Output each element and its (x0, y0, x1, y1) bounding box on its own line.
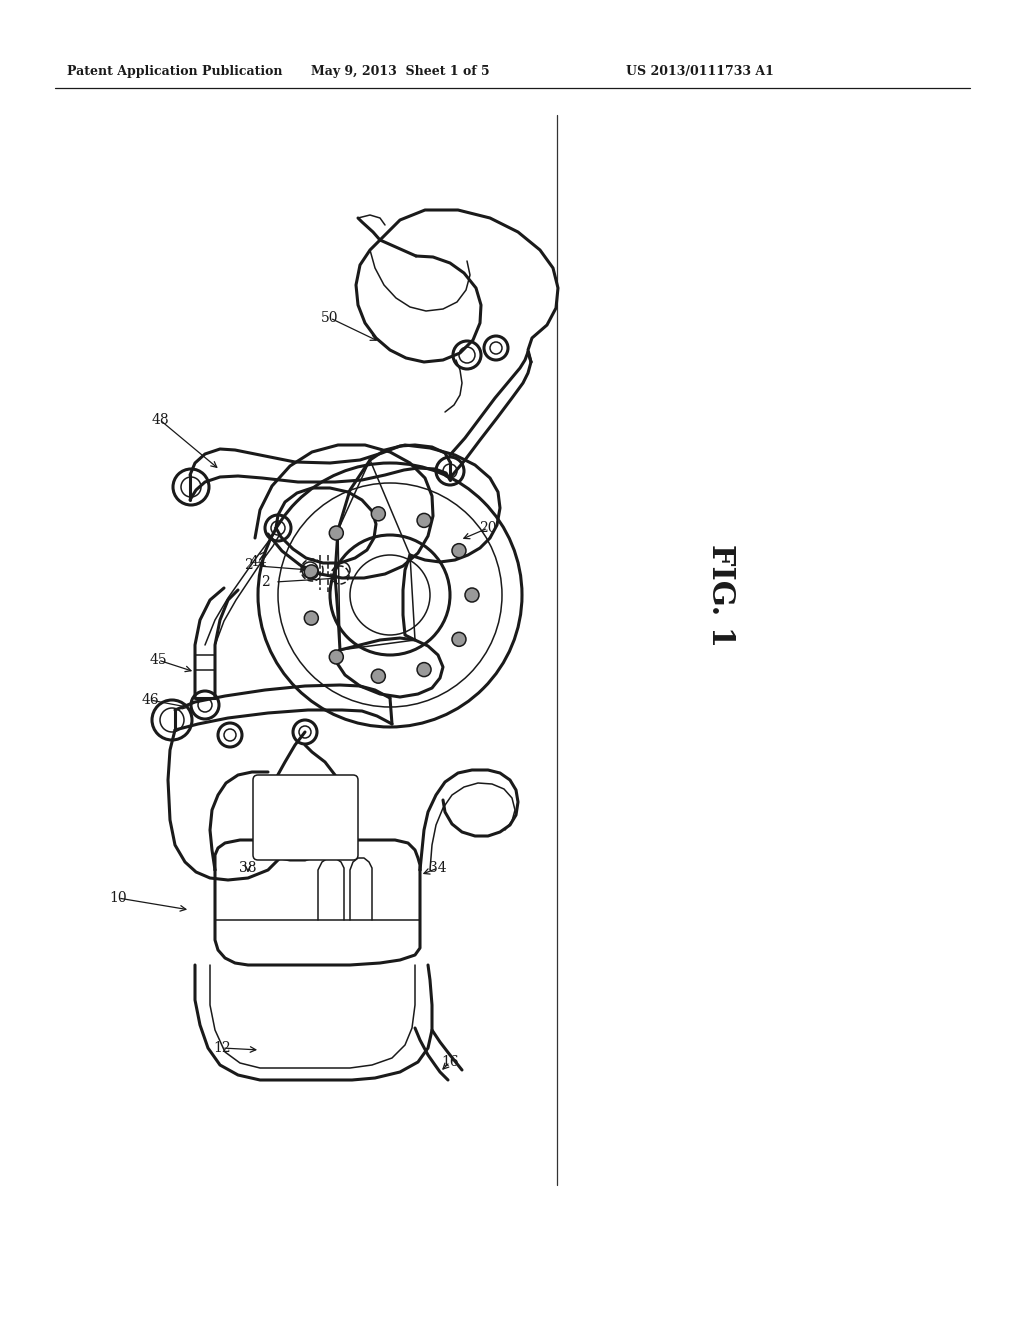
Text: 45: 45 (150, 653, 167, 667)
Circle shape (304, 565, 318, 579)
Text: 44: 44 (249, 554, 267, 569)
Circle shape (465, 587, 479, 602)
Text: 34: 34 (429, 861, 446, 875)
Text: 50: 50 (322, 312, 339, 325)
Text: 12: 12 (213, 1041, 230, 1055)
Text: Patent Application Publication: Patent Application Publication (68, 66, 283, 78)
Circle shape (372, 669, 385, 684)
Text: 2: 2 (244, 558, 252, 572)
Circle shape (330, 649, 343, 664)
Text: 46: 46 (141, 693, 159, 708)
Text: 38: 38 (240, 861, 257, 875)
Circle shape (417, 663, 431, 677)
Text: 2: 2 (261, 576, 269, 589)
Text: May 9, 2013  Sheet 1 of 5: May 9, 2013 Sheet 1 of 5 (310, 66, 489, 78)
Text: 20: 20 (479, 521, 497, 535)
Text: 16: 16 (441, 1055, 459, 1069)
Circle shape (372, 507, 385, 521)
Text: US 2013/0111733 A1: US 2013/0111733 A1 (626, 66, 774, 78)
Text: 43: 43 (263, 775, 281, 789)
Circle shape (452, 632, 466, 647)
Circle shape (452, 544, 466, 557)
Circle shape (304, 611, 318, 626)
Circle shape (417, 513, 431, 528)
Text: 10: 10 (110, 891, 127, 906)
Circle shape (330, 527, 343, 540)
Text: 48: 48 (152, 413, 169, 426)
Text: FIG. 1: FIG. 1 (705, 544, 735, 647)
Text: 14: 14 (293, 808, 317, 826)
FancyBboxPatch shape (253, 775, 358, 861)
